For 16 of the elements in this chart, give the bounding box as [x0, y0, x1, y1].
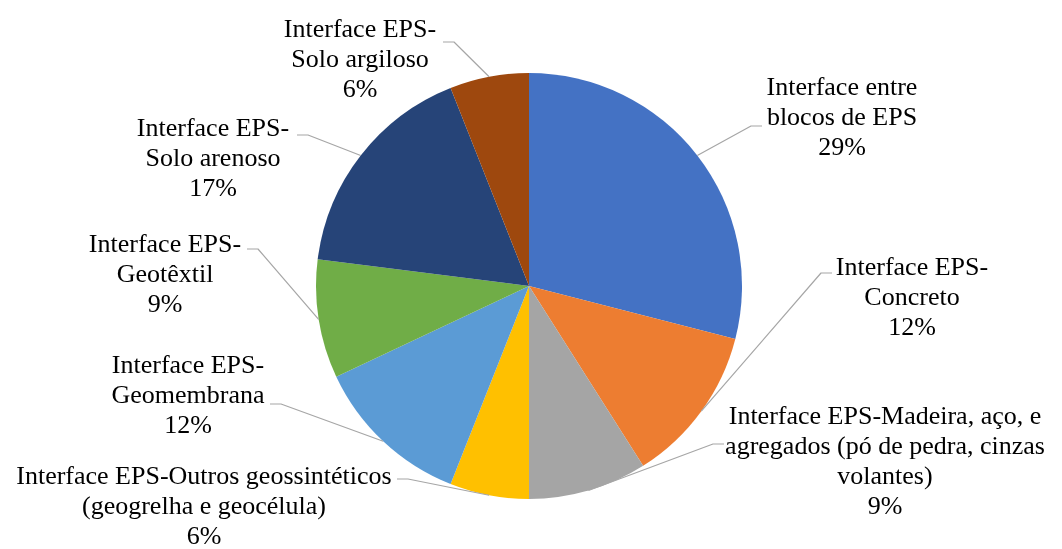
- slice-label: Interface EPS-Solo arenoso: [136, 113, 290, 172]
- slice-label: Interface EPS-Geotêxtil: [88, 229, 242, 288]
- slice-label: Interface EPS-Solo argiloso: [283, 14, 437, 73]
- data-label: 17%: [189, 173, 237, 202]
- slice-label: Interface EPS-Madeira, aço, e agregados (pó de pedra, cinzas volantes): [725, 401, 1045, 490]
- data-label: 6%: [186, 521, 222, 549]
- data-label: 6%: [342, 74, 378, 103]
- slice-label: Interface EPS-Outros geossintéticos (geogrelha e geocélula): [16, 461, 392, 520]
- data-label: 9%: [867, 491, 903, 520]
- data-label: 12%: [164, 410, 212, 439]
- data-label: 9%: [147, 289, 183, 318]
- slice-label: Interface EPS-Concreto: [835, 252, 989, 311]
- data-label: 29%: [818, 132, 866, 161]
- data-label: 12%: [888, 312, 936, 341]
- slice-label: Interface entre blocos de EPS: [766, 72, 918, 131]
- slice-label: Interface EPS-Geomembrana: [111, 350, 265, 409]
